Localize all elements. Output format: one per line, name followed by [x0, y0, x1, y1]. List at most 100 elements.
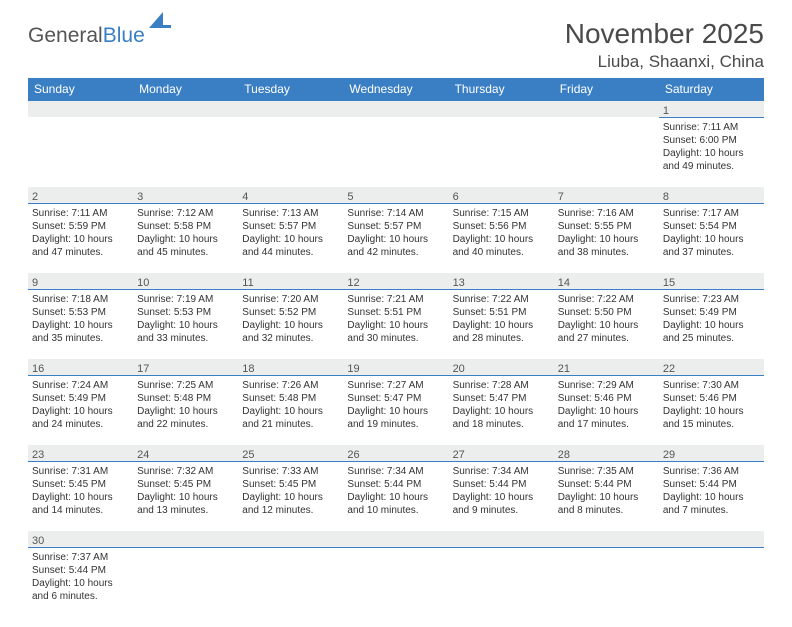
day-sunset: Sunset: 5:54 PM — [663, 220, 760, 233]
day-dl2: and 13 minutes. — [137, 504, 234, 517]
day-sunrise: Sunrise: 7:15 AM — [453, 207, 550, 220]
empty-cell — [449, 547, 554, 617]
day-sunrise: Sunrise: 7:31 AM — [32, 465, 129, 478]
daynum-cell — [238, 531, 343, 547]
day-dl1: Daylight: 10 hours — [453, 405, 550, 418]
daynum-row: 30 — [28, 531, 764, 547]
day-cell-body: Sunrise: 7:23 AMSunset: 5:49 PMDaylight:… — [663, 292, 760, 345]
day-dl1: Daylight: 10 hours — [347, 319, 444, 332]
day-cell: Sunrise: 7:20 AMSunset: 5:52 PMDaylight:… — [238, 289, 343, 359]
day-sunrise: Sunrise: 7:12 AM — [137, 207, 234, 220]
day-sunset: Sunset: 5:51 PM — [347, 306, 444, 319]
day-sunset: Sunset: 5:55 PM — [558, 220, 655, 233]
day-dl2: and 17 minutes. — [558, 418, 655, 431]
daynum-cell: 29 — [659, 445, 764, 461]
day-sunrise: Sunrise: 7:27 AM — [347, 379, 444, 392]
day-cell-body: Sunrise: 7:25 AMSunset: 5:48 PMDaylight:… — [137, 378, 234, 431]
daynum-row: 2345678 — [28, 187, 764, 203]
day-dl2: and 9 minutes. — [453, 504, 550, 517]
day-dl2: and 40 minutes. — [453, 246, 550, 259]
day-number: 30 — [28, 535, 44, 547]
day-cell-body: Sunrise: 7:27 AMSunset: 5:47 PMDaylight:… — [347, 378, 444, 431]
day-cell: Sunrise: 7:21 AMSunset: 5:51 PMDaylight:… — [343, 289, 448, 359]
day-cell-body: Sunrise: 7:32 AMSunset: 5:45 PMDaylight:… — [137, 464, 234, 517]
day-sunset: Sunset: 5:57 PM — [242, 220, 339, 233]
day-cell-body: Sunrise: 7:26 AMSunset: 5:48 PMDaylight:… — [242, 378, 339, 431]
day-sunrise: Sunrise: 7:17 AM — [663, 207, 760, 220]
day-number: 17 — [133, 363, 149, 375]
day-cell-body: Sunrise: 7:17 AMSunset: 5:54 PMDaylight:… — [663, 206, 760, 259]
day-dl1: Daylight: 10 hours — [558, 319, 655, 332]
day-dl2: and 45 minutes. — [137, 246, 234, 259]
day-number: 24 — [133, 449, 149, 461]
day-dl1: Daylight: 10 hours — [663, 491, 760, 504]
day-number: 23 — [28, 449, 44, 461]
day-sunset: Sunset: 5:46 PM — [558, 392, 655, 405]
day-number: 10 — [133, 277, 149, 289]
day-number: 14 — [554, 277, 570, 289]
weekday-sun: Sunday — [28, 78, 133, 101]
daynum-cell — [28, 101, 133, 117]
day-number: 1 — [659, 105, 669, 117]
day-sunset: Sunset: 5:49 PM — [663, 306, 760, 319]
daynum-cell: 9 — [28, 273, 133, 289]
weekday-sat: Saturday — [659, 78, 764, 101]
day-dl2: and 18 minutes. — [453, 418, 550, 431]
day-cell: Sunrise: 7:32 AMSunset: 5:45 PMDaylight:… — [133, 461, 238, 531]
day-cell-body: Sunrise: 7:22 AMSunset: 5:50 PMDaylight:… — [558, 292, 655, 345]
day-cell: Sunrise: 7:11 AMSunset: 5:59 PMDaylight:… — [28, 203, 133, 273]
day-sunrise: Sunrise: 7:34 AM — [453, 465, 550, 478]
daynum-row: 9101112131415 — [28, 273, 764, 289]
day-dl2: and 44 minutes. — [242, 246, 339, 259]
day-cell: Sunrise: 7:36 AMSunset: 5:44 PMDaylight:… — [659, 461, 764, 531]
week-row: Sunrise: 7:31 AMSunset: 5:45 PMDaylight:… — [28, 461, 764, 531]
day-sunrise: Sunrise: 7:21 AM — [347, 293, 444, 306]
day-dl1: Daylight: 10 hours — [32, 491, 129, 504]
empty-cell — [28, 117, 133, 187]
daynum-cell: 22 — [659, 359, 764, 375]
day-cell: Sunrise: 7:37 AMSunset: 5:44 PMDaylight:… — [28, 547, 133, 617]
logo: GeneralBlue — [28, 18, 119, 48]
day-dl1: Daylight: 10 hours — [32, 319, 129, 332]
day-number: 12 — [343, 277, 359, 289]
weekday-wed: Wednesday — [343, 78, 448, 101]
day-dl2: and 25 minutes. — [663, 332, 760, 345]
day-dl1: Daylight: 10 hours — [242, 233, 339, 246]
day-dl2: and 37 minutes. — [663, 246, 760, 259]
day-dl1: Daylight: 10 hours — [32, 405, 129, 418]
day-cell: Sunrise: 7:35 AMSunset: 5:44 PMDaylight:… — [554, 461, 659, 531]
day-sunset: Sunset: 5:48 PM — [137, 392, 234, 405]
empty-cell — [659, 547, 764, 617]
day-sunrise: Sunrise: 7:30 AM — [663, 379, 760, 392]
empty-cell — [133, 117, 238, 187]
day-sunrise: Sunrise: 7:16 AM — [558, 207, 655, 220]
week-row: Sunrise: 7:11 AMSunset: 6:00 PMDaylight:… — [28, 117, 764, 187]
day-sunset: Sunset: 5:58 PM — [137, 220, 234, 233]
day-number: 4 — [238, 191, 248, 203]
day-dl1: Daylight: 10 hours — [347, 233, 444, 246]
day-dl1: Daylight: 10 hours — [137, 491, 234, 504]
calendar-grid: 1Sunrise: 7:11 AMSunset: 6:00 PMDaylight… — [28, 101, 764, 617]
day-cell-body: Sunrise: 7:20 AMSunset: 5:52 PMDaylight:… — [242, 292, 339, 345]
week-row: Sunrise: 7:11 AMSunset: 5:59 PMDaylight:… — [28, 203, 764, 273]
day-number: 9 — [28, 277, 38, 289]
day-cell: Sunrise: 7:13 AMSunset: 5:57 PMDaylight:… — [238, 203, 343, 273]
day-sunset: Sunset: 5:44 PM — [32, 564, 129, 577]
day-number: 16 — [28, 363, 44, 375]
day-sunset: Sunset: 5:51 PM — [453, 306, 550, 319]
daynum-cell: 8 — [659, 187, 764, 203]
day-dl1: Daylight: 10 hours — [453, 319, 550, 332]
day-cell-body: Sunrise: 7:28 AMSunset: 5:47 PMDaylight:… — [453, 378, 550, 431]
day-sunrise: Sunrise: 7:13 AM — [242, 207, 339, 220]
day-sunset: Sunset: 5:44 PM — [558, 478, 655, 491]
day-cell-body: Sunrise: 7:30 AMSunset: 5:46 PMDaylight:… — [663, 378, 760, 431]
day-cell-body: Sunrise: 7:18 AMSunset: 5:53 PMDaylight:… — [32, 292, 129, 345]
day-sunrise: Sunrise: 7:32 AM — [137, 465, 234, 478]
week-row: Sunrise: 7:37 AMSunset: 5:44 PMDaylight:… — [28, 547, 764, 617]
day-sunset: Sunset: 5:50 PM — [558, 306, 655, 319]
day-sunset: Sunset: 5:44 PM — [347, 478, 444, 491]
logo-sail-icon — [149, 12, 171, 28]
day-cell-body: Sunrise: 7:15 AMSunset: 5:56 PMDaylight:… — [453, 206, 550, 259]
day-sunrise: Sunrise: 7:28 AM — [453, 379, 550, 392]
daynum-cell — [133, 531, 238, 547]
